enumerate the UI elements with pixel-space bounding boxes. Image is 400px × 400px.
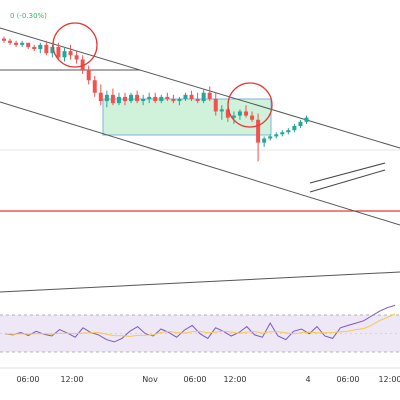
candle-body xyxy=(92,80,97,93)
candle-body xyxy=(213,98,218,112)
candle-body xyxy=(38,44,43,50)
wedge-upper-line xyxy=(309,162,386,184)
candle-body xyxy=(2,38,6,41)
candle-body xyxy=(262,138,267,143)
channel-lower-line xyxy=(0,101,400,226)
wedge-lower-line xyxy=(309,169,386,193)
consolidation-box xyxy=(102,98,272,136)
candle-body xyxy=(274,134,279,137)
candle-body xyxy=(98,92,103,102)
legend-change-text: 0 (-0.30%) xyxy=(10,12,47,20)
candle-body xyxy=(165,96,170,99)
candle-body xyxy=(268,136,273,139)
x-tick-label: Nov xyxy=(142,375,158,384)
candle-body xyxy=(177,98,182,102)
x-tick-label: 06:00 xyxy=(16,375,39,384)
highlight-circle xyxy=(227,82,273,128)
candle-body xyxy=(26,42,31,47)
candle-body xyxy=(250,115,255,120)
candle-body xyxy=(171,98,176,102)
highlight-circle xyxy=(52,22,98,68)
candle-body xyxy=(256,119,261,143)
candle-body xyxy=(32,46,37,50)
candle-body xyxy=(123,96,127,102)
x-axis: 06:00 12:00 Nov 06:00 12:00 4 06:00 12:00 xyxy=(0,367,400,384)
candle-body xyxy=(207,92,212,99)
candle-body xyxy=(195,98,200,102)
candle-body xyxy=(147,96,152,99)
rsi-ma-line xyxy=(4,313,396,337)
candle-body xyxy=(86,69,91,81)
candle-body xyxy=(129,94,134,102)
candle-body xyxy=(159,96,164,102)
candle-body xyxy=(237,111,242,116)
candle-body xyxy=(104,94,109,102)
candle-body xyxy=(62,51,67,58)
candle-body xyxy=(280,132,285,135)
candle-body xyxy=(135,94,140,102)
rsi-pane xyxy=(0,304,400,353)
candle-body xyxy=(304,117,309,122)
candle-body xyxy=(44,44,49,54)
x-tick-label: 06:00 xyxy=(336,375,359,384)
candle-body xyxy=(231,115,236,118)
candle-body xyxy=(286,130,291,133)
channel-upper-line xyxy=(0,27,400,149)
x-tick-label: 4 xyxy=(305,375,310,384)
x-tick-label: 12:00 xyxy=(60,375,83,384)
candle-body xyxy=(225,109,230,118)
candle-body xyxy=(110,94,115,104)
candle-body xyxy=(153,96,158,102)
candle-body xyxy=(298,121,303,126)
candle-body xyxy=(189,94,194,99)
candle-body xyxy=(116,96,121,104)
rsi-line xyxy=(4,304,396,343)
candle-body xyxy=(68,51,73,56)
long-trend-line xyxy=(0,271,400,293)
x-tick-label: 12:00 xyxy=(378,375,400,384)
candle-body xyxy=(183,94,188,99)
annotations-back xyxy=(0,27,400,293)
candle-body xyxy=(8,40,13,43)
candle-body xyxy=(292,126,297,131)
annotations-front xyxy=(52,22,273,128)
candle-body xyxy=(80,59,85,70)
candle-body xyxy=(141,98,146,102)
candle-body xyxy=(14,42,19,45)
candle-body xyxy=(219,109,224,112)
candle-body xyxy=(50,46,55,54)
candle-body xyxy=(201,92,206,102)
candle-body xyxy=(20,42,25,45)
candle-body xyxy=(56,46,61,58)
candle-body xyxy=(74,55,79,60)
candle-body xyxy=(244,111,248,116)
x-tick-label: 12:00 xyxy=(223,375,246,384)
x-tick-label: 06:00 xyxy=(183,375,206,384)
candles xyxy=(2,36,309,162)
